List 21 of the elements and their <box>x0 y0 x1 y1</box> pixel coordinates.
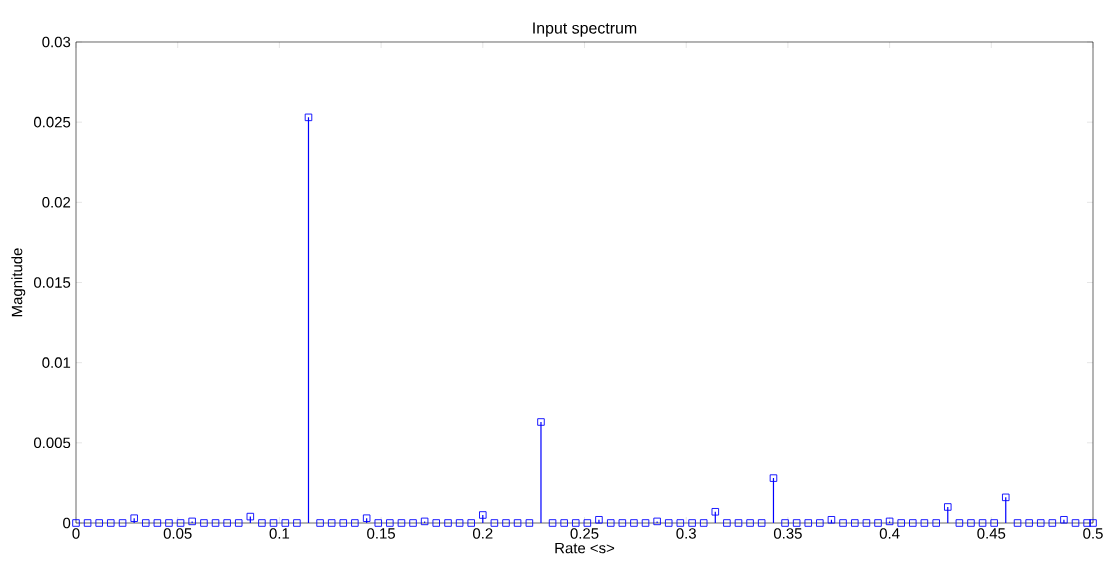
y-tick-label: 0.01 <box>42 357 71 368</box>
y-tick-label: 0.005 <box>34 437 71 449</box>
x-tick-label: 0.05 <box>163 528 192 539</box>
x-tick-label: 0.45 <box>977 528 1006 539</box>
y-tick-label: 0.015 <box>34 277 71 288</box>
y-tick-label: 0.03 <box>42 36 71 48</box>
y-tick-label: 0 <box>63 517 71 529</box>
y-tick-label: 0.02 <box>42 197 71 208</box>
x-tick-label: 0.1 <box>269 528 290 539</box>
x-tick-label: 0 <box>72 528 80 539</box>
chart-title: Input spectrum <box>533 22 637 37</box>
x-tick-label: 0.15 <box>367 528 396 539</box>
y-tick-label: 0.025 <box>34 116 71 128</box>
x-tick-label: 0.4 <box>879 528 900 539</box>
x-tick-label: 0.2 <box>473 528 493 539</box>
x-axis-title: Rate <s> <box>555 542 615 554</box>
x-tick-label: 0.5 <box>1083 528 1103 539</box>
x-tick-label: 0.35 <box>773 528 802 539</box>
x-tick-label: 0.3 <box>676 528 696 539</box>
x-tick-label: 0.25 <box>570 528 599 539</box>
y-axis-title: Magnitude <box>11 248 26 317</box>
